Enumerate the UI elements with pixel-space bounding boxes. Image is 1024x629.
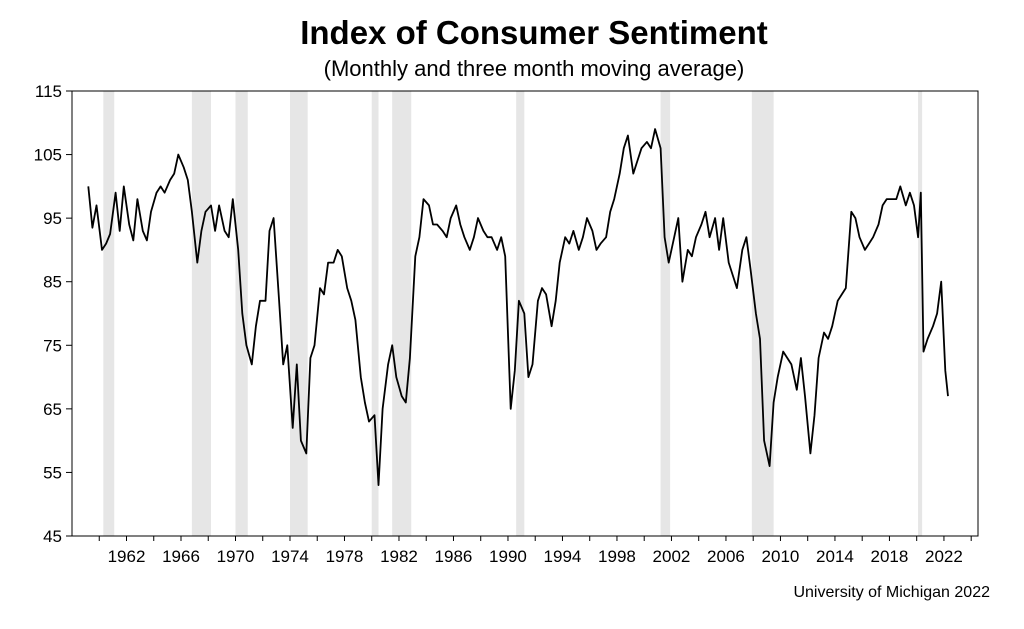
x-tick-label: 1966	[162, 547, 200, 566]
y-tick-label: 115	[35, 82, 62, 101]
x-tick-label: 1974	[271, 547, 309, 566]
x-tick-label: 2006	[707, 547, 745, 566]
x-axis: 1962 1966 1970 1974 1978 1982 1986 1990 1994 1998…	[98, 536, 972, 566]
x-tick-label: 1990	[489, 547, 527, 566]
y-tick-label: 95	[43, 209, 62, 228]
recession-band	[660, 91, 671, 536]
x-tick-label: 2022	[925, 547, 963, 566]
series-line	[87, 128, 949, 487]
recession-band	[289, 91, 308, 536]
y-tick-label: 75	[43, 336, 62, 355]
source-note: University of Michigan 2022	[793, 584, 990, 601]
chart-title: Index of Consumer Sentiment	[300, 14, 768, 51]
x-tick-label: 2018	[871, 547, 909, 566]
y-tick-label: 55	[43, 463, 62, 482]
y-tick-label: 45	[43, 527, 62, 546]
plot-frame	[71, 90, 979, 537]
x-tick-label: 1998	[598, 547, 636, 566]
x-tick-label: 2010	[762, 547, 800, 566]
recession-band	[103, 91, 115, 536]
series-group	[87, 128, 949, 487]
x-tick-label: 1962	[108, 547, 146, 566]
y-tick-label: 105	[34, 146, 62, 165]
recession-band	[191, 91, 211, 536]
recession-band	[392, 91, 412, 536]
recession-band	[918, 91, 923, 536]
recession-bands	[103, 91, 923, 536]
y-axis: 45 55 65 75 85 95 105 115	[34, 82, 72, 546]
x-tick-label: 1986	[435, 547, 473, 566]
chart-subtitle: (Monthly and three month moving average)	[323, 56, 745, 81]
recession-band	[751, 91, 774, 536]
recession-band	[371, 91, 379, 536]
x-tick-label: 1978	[326, 547, 364, 566]
y-tick-label: 65	[43, 400, 62, 419]
x-tick-label: 1994	[544, 547, 582, 566]
x-tick-label: 1970	[217, 547, 255, 566]
y-tick-label: 85	[43, 273, 62, 292]
x-tick-label: 2002	[653, 547, 691, 566]
recession-band	[516, 91, 525, 536]
x-tick-label: 1982	[380, 547, 418, 566]
x-tick-label: 2014	[816, 547, 854, 566]
